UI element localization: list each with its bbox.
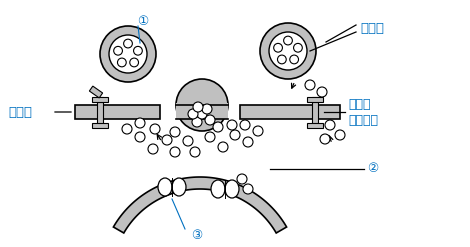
- Circle shape: [202, 104, 212, 114]
- Bar: [92, 97, 108, 102]
- Circle shape: [183, 136, 193, 146]
- Circle shape: [176, 79, 228, 131]
- Circle shape: [135, 118, 145, 128]
- Bar: [307, 123, 323, 128]
- Circle shape: [193, 102, 203, 112]
- Circle shape: [213, 122, 223, 132]
- Circle shape: [283, 36, 292, 45]
- Circle shape: [335, 130, 345, 140]
- Circle shape: [269, 32, 307, 70]
- Bar: [97, 97, 103, 127]
- Text: 多巴胺
转运载体: 多巴胺 转运载体: [348, 98, 378, 126]
- Circle shape: [253, 126, 263, 136]
- Bar: [176, 103, 228, 119]
- Bar: [307, 97, 323, 102]
- Circle shape: [218, 142, 228, 152]
- Ellipse shape: [158, 178, 172, 196]
- Circle shape: [130, 58, 139, 67]
- Circle shape: [317, 87, 327, 97]
- Circle shape: [243, 184, 253, 194]
- Circle shape: [135, 132, 145, 142]
- Circle shape: [133, 46, 142, 55]
- Circle shape: [170, 127, 180, 137]
- Circle shape: [243, 137, 253, 147]
- Circle shape: [122, 124, 132, 134]
- Bar: [240, 105, 340, 119]
- Circle shape: [237, 174, 247, 184]
- Circle shape: [320, 134, 330, 144]
- Circle shape: [277, 55, 286, 64]
- Circle shape: [188, 109, 198, 119]
- Bar: [312, 97, 318, 127]
- Ellipse shape: [172, 178, 186, 196]
- Circle shape: [162, 135, 172, 145]
- Circle shape: [260, 23, 316, 79]
- Circle shape: [190, 147, 200, 157]
- Bar: [75, 105, 160, 119]
- Circle shape: [150, 124, 160, 134]
- Circle shape: [294, 43, 302, 52]
- Circle shape: [109, 35, 147, 73]
- Circle shape: [170, 147, 180, 157]
- Circle shape: [100, 26, 156, 82]
- Text: ②: ②: [367, 163, 378, 176]
- Circle shape: [124, 39, 133, 48]
- Bar: [92, 123, 108, 128]
- Text: 多巴胺: 多巴胺: [360, 22, 384, 36]
- Circle shape: [205, 115, 215, 125]
- Circle shape: [227, 120, 237, 130]
- Circle shape: [197, 109, 207, 119]
- Text: ①: ①: [137, 16, 149, 28]
- Circle shape: [148, 144, 158, 154]
- Circle shape: [325, 120, 335, 130]
- Circle shape: [305, 80, 315, 90]
- Circle shape: [230, 130, 240, 140]
- Circle shape: [114, 46, 122, 55]
- Polygon shape: [113, 177, 287, 233]
- Bar: [89, 86, 102, 98]
- Circle shape: [240, 120, 250, 130]
- Circle shape: [274, 43, 282, 52]
- Circle shape: [118, 58, 126, 67]
- Circle shape: [290, 55, 298, 64]
- Text: 可卡因: 可卡因: [8, 105, 32, 119]
- Text: ③: ③: [191, 228, 203, 242]
- Circle shape: [205, 132, 215, 142]
- Circle shape: [192, 117, 202, 127]
- Ellipse shape: [225, 180, 239, 198]
- Ellipse shape: [211, 180, 225, 198]
